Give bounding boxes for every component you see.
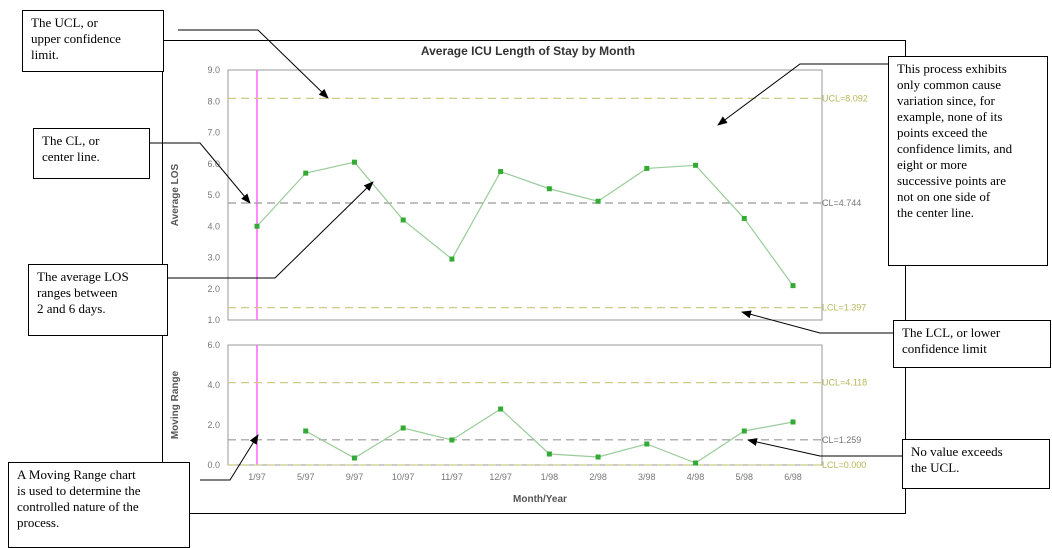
y-tick-label-los: 6.0: [207, 159, 220, 169]
y-tick-label-mr: 4.0: [207, 380, 220, 390]
x-tick-label: 6/98: [784, 472, 802, 482]
callout-cl: The CL, or center line.: [33, 128, 150, 179]
data-point-mr: [741, 428, 747, 434]
data-point-mr: [303, 428, 309, 434]
y-tick-label-los: 4.0: [207, 221, 220, 231]
callout-lcl: The LCL, or lower confidence limit: [893, 320, 1051, 368]
callout-avg-los: The average LOS ranges between 2 and 6 d…: [28, 264, 168, 336]
plot-area-mr: [227, 344, 823, 466]
data-point-mr: [400, 425, 406, 431]
y-tick-label-mr: 2.0: [207, 420, 220, 430]
data-point-los: [790, 283, 796, 289]
arrow-ucl: [178, 29, 329, 99]
arrow-no-value: [747, 438, 902, 457]
x-tick-label: 1/97: [248, 472, 266, 482]
x-tick-label: 11/97: [441, 472, 463, 482]
lcl-label-mr: LCL=0.000: [822, 460, 866, 470]
cl-label-mr: CL=1.259: [822, 435, 861, 445]
callout-arrows: [150, 29, 902, 481]
data-point-los: [400, 217, 406, 223]
data-point-mr: [546, 451, 552, 457]
x-tick-label: 5/98: [736, 472, 754, 482]
data-point-los: [303, 170, 309, 176]
series-line-los: [256, 161, 794, 286]
cl-label-los: CL=4.744: [822, 198, 861, 208]
data-point-los: [595, 198, 601, 204]
callout-common-cause: This process exhibits only common cause …: [888, 56, 1048, 266]
data-point-mr: [790, 419, 796, 425]
y-tick-label-los: 5.0: [207, 190, 220, 200]
y-tick-label-los: 1.0: [207, 315, 220, 325]
y-tick-label-los: 9.0: [207, 65, 220, 75]
y-tick-label-mr: 6.0: [207, 340, 220, 350]
callout-ucl: The UCL, or upper confidence limit.: [22, 10, 164, 72]
data-point-mr: [498, 406, 504, 412]
data-point-los: [498, 169, 504, 175]
arrow-lcl: [741, 310, 893, 334]
arrow-avg-los: [168, 181, 374, 279]
y-tick-label-los: 3.0: [207, 253, 220, 263]
callout-moving-range: A Moving Range chart is used to determin…: [8, 462, 190, 548]
data-point-los: [351, 159, 357, 165]
x-tick-label: 10/97: [392, 472, 415, 482]
ucl-label-los: UCL=8.092: [822, 93, 868, 103]
y-tick-label-los: 8.0: [207, 96, 220, 106]
x-tick-label: 1/98: [541, 472, 559, 482]
y-axis-label-los: Average LOS: [170, 163, 181, 226]
y-tick-label-los: 2.0: [207, 284, 220, 294]
chart-title: Average ICU Length of Stay by Month: [421, 44, 635, 58]
arrow-cl: [150, 142, 251, 204]
x-tick-label: 2/98: [589, 472, 607, 482]
data-point-los: [449, 256, 455, 262]
data-point-mr: [644, 441, 650, 447]
data-point-mr: [693, 460, 699, 466]
callout-no-value: No value exceeds the UCL.: [902, 439, 1050, 489]
x-axis-label: Month/Year: [513, 494, 567, 505]
data-point-los: [254, 223, 260, 229]
data-point-mr: [595, 454, 601, 460]
arrow-moving-range: [200, 434, 259, 481]
ucl-label-mr: UCL=4.118: [822, 378, 867, 388]
plot-area-los: [227, 69, 823, 321]
y-axis-label-moving-range: Moving Range: [170, 370, 181, 439]
x-tick-label: 9/97: [346, 472, 364, 482]
data-point-los: [741, 215, 747, 221]
y-tick-label-los: 7.0: [207, 128, 220, 138]
data-point-los: [546, 186, 552, 192]
x-tick-label: 5/97: [297, 472, 315, 482]
x-tick-label: 12/97: [489, 472, 512, 482]
lcl-label-los: LCL=1.397: [822, 303, 866, 313]
x-tick-label: 3/98: [638, 472, 656, 482]
data-point-mr: [351, 455, 357, 461]
data-point-los: [644, 165, 650, 171]
arrow-common-cause: [717, 63, 888, 126]
y-tick-label-mr: 0.0: [207, 460, 220, 470]
data-point-los: [693, 162, 699, 168]
data-point-mr: [449, 437, 455, 443]
x-tick-label: 4/98: [687, 472, 705, 482]
